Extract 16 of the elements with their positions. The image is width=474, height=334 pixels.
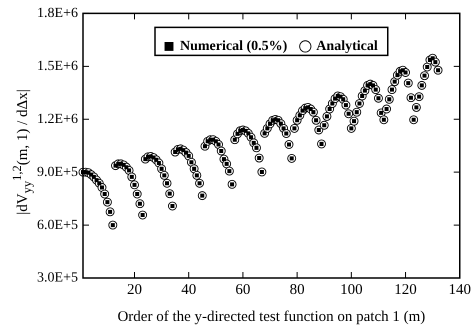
x-tick-label: 20	[127, 282, 142, 298]
x-tick-label: 60	[235, 282, 250, 298]
x-tick-label: 100	[340, 282, 363, 298]
y-tick-label: 3.0E+5	[37, 270, 78, 286]
y-tick-label: 6.0E+5	[37, 218, 78, 233]
y-tick-label: 1.5E+6	[37, 58, 78, 74]
x-tick-label: 120	[394, 282, 417, 298]
x-tick-label: 40	[181, 282, 196, 298]
x-tick-label: 140	[448, 282, 471, 298]
x-tick-label: 80	[290, 282, 305, 298]
y-tick-label: 1.8E+6	[37, 6, 78, 22]
legend-label: Analytical	[316, 39, 378, 54]
x-axis-title: Order of the y-directed test function on patch 1 (m)	[117, 308, 426, 325]
y-tick-label: 1.2E+6	[37, 112, 78, 127]
y-tick-label: 9.0E+5	[37, 164, 78, 180]
legend-label: Numerical (0.5%)	[180, 39, 288, 54]
